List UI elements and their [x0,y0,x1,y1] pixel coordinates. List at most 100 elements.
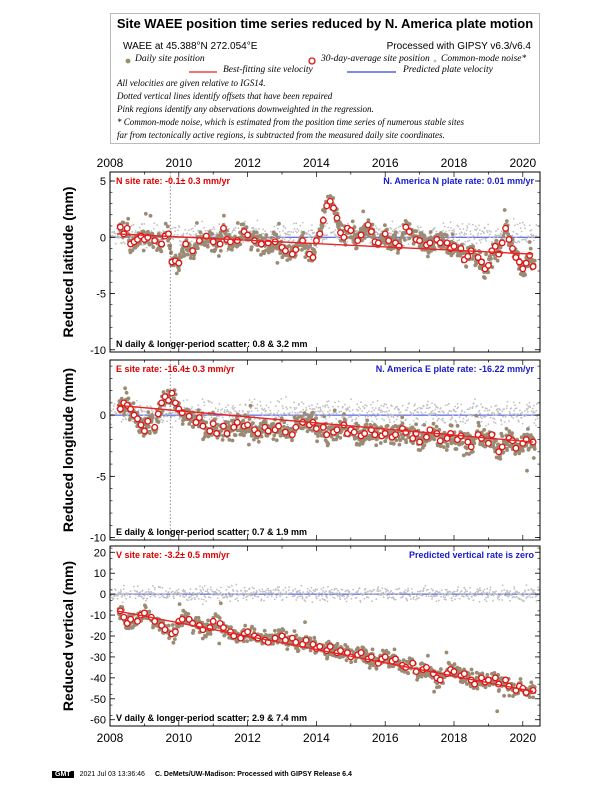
common-mode-point [189,588,192,590]
common-mode-point [134,597,137,600]
common-mode-point [124,417,127,419]
common-mode-point [269,409,272,412]
common-mode-point [270,595,273,598]
common-mode-point [493,421,495,423]
common-mode-point [281,405,284,407]
common-mode-point [170,416,173,419]
common-mode-point [417,418,419,420]
common-mode-point [498,594,501,597]
common-mode-point [386,414,388,417]
common-mode-point [337,589,339,592]
common-mode-point [199,585,201,588]
common-mode-point [417,411,420,414]
common-mode-point [275,405,277,407]
common-mode-point [293,401,295,404]
daily-point [338,435,343,440]
daily-point [230,247,234,252]
daily-point [249,245,254,250]
average-point [498,239,506,247]
common-mode-point [124,242,126,245]
daily-point [364,232,368,237]
common-mode-point [516,233,519,236]
common-mode-point [224,412,227,414]
average-point [367,228,375,236]
common-mode-point [363,597,366,600]
common-mode-point [415,595,418,597]
common-mode-point [480,238,483,241]
common-mode-point [467,593,470,596]
common-mode-point [466,408,469,411]
daily-point [367,437,372,442]
common-mode-point [535,600,538,602]
common-mode-point [475,229,478,232]
common-mode-point [252,592,255,595]
common-mode-point [478,409,481,412]
daily-point [210,232,215,236]
common-mode-point [114,242,117,245]
daily-point [213,417,217,422]
common-mode-point [388,409,390,412]
common-mode-point [233,229,236,232]
common-mode-point [332,405,334,408]
common-mode-point [337,593,340,596]
common-mode-point [358,587,361,589]
average-point [233,418,241,426]
common-mode-point [309,590,312,593]
y-tick-label: -5 [96,471,106,483]
common-mode-point [525,413,527,416]
average-point [488,431,496,439]
common-mode-point [202,415,205,418]
common-mode-point [277,592,280,595]
common-mode-point [516,413,519,415]
common-mode-point [190,240,193,243]
site-rate-label: N site rate: -0.1± 0.3 mm/yr [116,176,230,186]
daily-point [204,420,209,425]
common-mode-point [456,239,459,242]
average-point [392,431,399,439]
daily-point [121,220,126,225]
common-mode-point [522,414,525,416]
common-mode-point [464,240,467,243]
common-mode-point [451,599,454,602]
common-mode-point [526,408,529,411]
daily-point [461,453,466,458]
common-mode-point [451,229,454,232]
daily-point [235,244,240,248]
daily-point [316,434,320,438]
common-mode-point [398,408,400,411]
daily-point [510,241,514,246]
daily-point [148,431,152,436]
daily-point [218,248,223,253]
common-mode-point [244,592,247,595]
common-mode-point [464,593,466,596]
common-mode-point [164,596,166,599]
common-mode-point [512,230,515,233]
common-mode-point [323,238,326,241]
daily-point [150,415,155,420]
common-mode-point [266,589,268,592]
common-mode-point [236,590,239,593]
average-point [361,430,369,437]
daily-point [235,221,240,225]
common-mode-point [339,597,341,599]
plate-rate-label: N. America E plate rate: -16.22 mm/yr [376,364,535,374]
common-mode-point [459,593,462,596]
common-mode-point [171,593,174,596]
average-point [185,412,193,420]
common-mode-point [329,590,331,592]
common-mode-point [481,417,483,420]
common-mode-point [201,220,204,223]
common-mode-point [448,229,451,232]
average-point [158,240,166,248]
common-mode-point [395,588,397,591]
common-mode-point [461,595,463,597]
common-mode-point [521,422,524,425]
common-mode-point [267,587,269,590]
daily-point [414,422,418,427]
common-mode-point [495,404,498,407]
average-point [495,448,503,456]
legend-fit-label: Best-fitting site velocity [223,65,313,75]
common-mode-point [454,235,456,238]
common-mode-point [231,594,234,597]
